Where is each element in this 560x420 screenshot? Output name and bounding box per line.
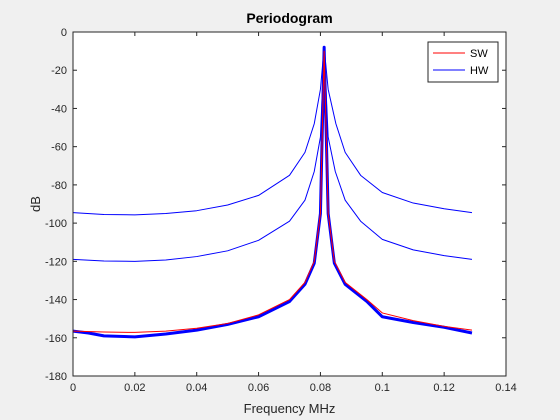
legend: SW HW [427, 41, 499, 83]
legend-box [427, 41, 499, 83]
x-tick-label: 0.1 [375, 382, 390, 394]
y-tick-label: -80 [51, 180, 67, 192]
x-tick-label: 0.14 [495, 382, 516, 394]
y-tick-label: 0 [61, 27, 67, 39]
x-axis-label: Frequency MHz [244, 401, 336, 416]
x-tick-label: 0.08 [310, 382, 331, 394]
y-tick-label: -40 [51, 103, 67, 115]
y-tick-label: -100 [45, 218, 67, 230]
y-tick-label: -180 [45, 371, 67, 383]
x-tick-label: 0 [70, 382, 76, 394]
axes-layer [72, 31, 507, 377]
ticks-layer: 0 0.02 0.04 0.06 0.08 0.1 0.12 0.14 0 -20 -40 -60 -8… [45, 27, 517, 394]
y-tick-label: -160 [45, 333, 67, 345]
y-axis-label: dB [28, 196, 43, 212]
x-tick-label: 0.12 [433, 382, 454, 394]
y-tick-label: -120 [45, 256, 67, 268]
series-layer [72, 45, 473, 339]
y-tick-label: -20 [51, 65, 67, 77]
x-tick-label: 0.06 [248, 382, 269, 394]
x-tick-label: 0.04 [186, 382, 207, 394]
legend-label-sw: SW [470, 48, 488, 60]
axes-box [72, 31, 507, 377]
series-line-hw-3 [72, 46, 473, 262]
series-line-hw-2 [72, 46, 473, 216]
legend-label-hw: HW [470, 65, 489, 77]
x-tick-label: 0.02 [124, 382, 145, 394]
chart-title: Periodogram [246, 10, 332, 26]
plot-area [73, 32, 506, 376]
y-tick-label: -140 [45, 295, 67, 307]
series-line-sw [72, 50, 473, 333]
series-line-hw [72, 45, 473, 339]
y-tick-label: -60 [51, 142, 67, 154]
